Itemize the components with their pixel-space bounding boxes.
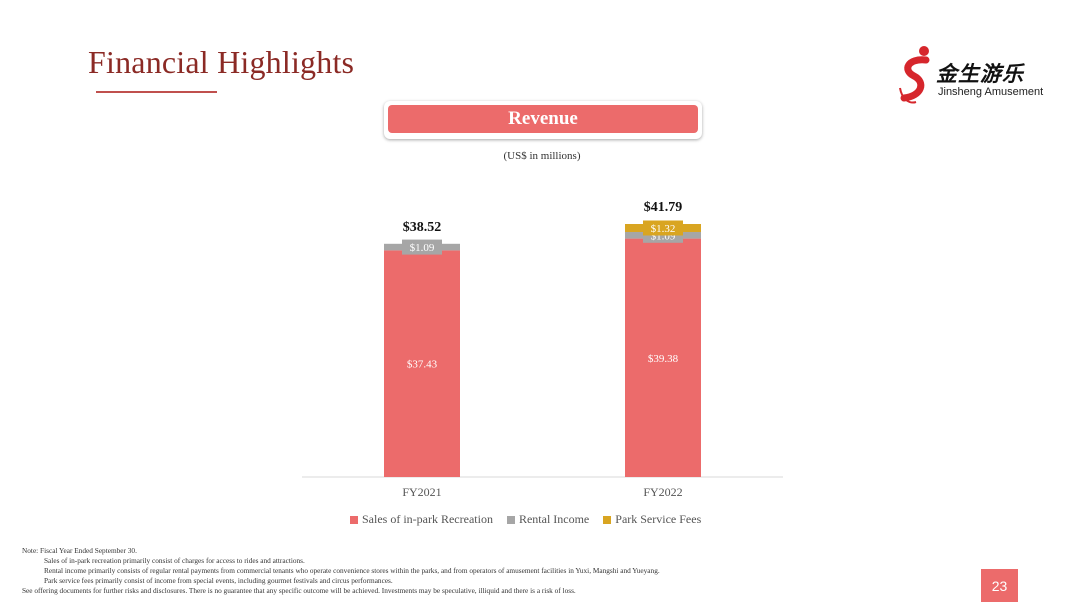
legend-swatch-rental [506,515,515,524]
note-line: See offering documents for further risks… [22,586,576,595]
logo-english-text: Jinsheng Amusement [938,86,1044,98]
legend-label-rental: Rental Income [518,512,590,526]
note-line: Rental income primarily consists of regu… [44,566,660,575]
data-label: $1.09 [410,242,435,254]
revenue-header: Revenue [384,101,702,139]
legend-label-sales: Sales of in-park Recreation [362,512,493,526]
revenue-label: Revenue [388,105,698,133]
legend-item-rental: Rental Income [506,512,590,527]
bar-segment [384,250,460,477]
data-label: $1.32 [651,223,676,235]
legend-swatch-park [603,515,612,524]
page-number: 23 [981,569,1018,602]
page-title: Financial Highlights [88,44,355,80]
logo-mark-icon [899,46,930,104]
x-tick-label: FY2022 [643,485,682,499]
legend-item-park: Park Service Fees [603,512,701,527]
chart-legend: Sales of in-park Recreation Rental Incom… [350,512,701,527]
footnotes: Note: Fiscal Year Ended September 30. Sa… [22,546,792,596]
data-label-box [402,239,442,255]
x-tick-label: FY2021 [402,485,441,499]
company-logo: 金生游乐 Jinsheng Amusement [896,44,1056,106]
total-label: $38.52 [403,220,442,235]
legend-label-park: Park Service Fees [615,512,702,526]
data-label: $39.38 [648,353,679,365]
data-label-box [643,220,683,236]
note-line: Sales of in-park recreation primarily co… [44,556,305,565]
note-line: Park service fees primarily consist of i… [44,576,393,585]
data-label: $37.43 [407,359,438,371]
units-label: (US$ in millions) [503,150,581,162]
title-underline [96,91,217,93]
bar-segment [625,238,701,477]
logo-chinese-text: 金生游乐 [936,62,1024,86]
note-line: Note: Fiscal Year Ended September 30. [22,546,137,555]
legend-item-sales: Sales of in-park Recreation [350,512,493,527]
total-label: $41.79 [644,200,683,215]
legend-swatch-sales [350,515,358,524]
